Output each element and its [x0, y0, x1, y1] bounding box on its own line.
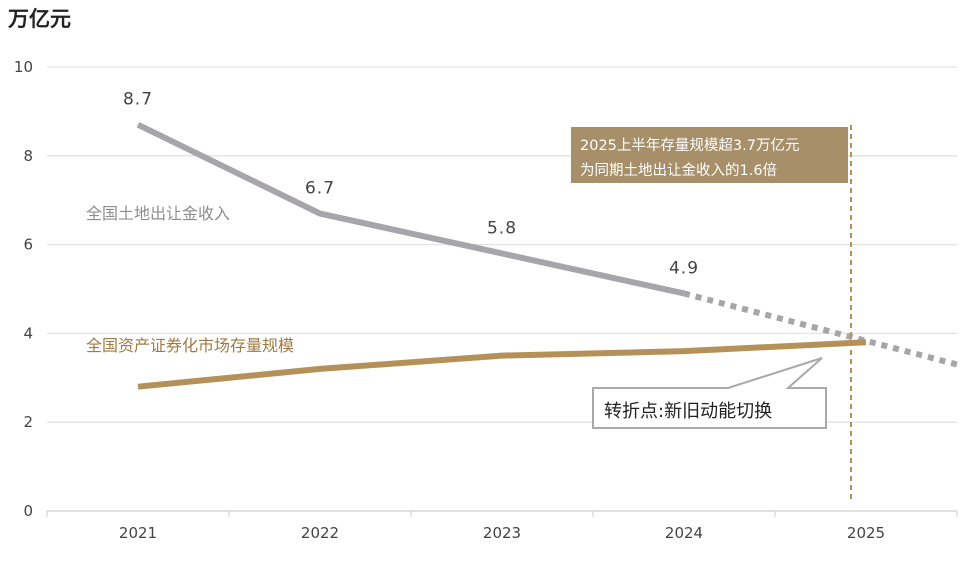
y-tick-label: 6 [23, 236, 33, 254]
y-tick-label: 8 [23, 147, 33, 165]
series-line-0 [136, 122, 685, 297]
y-axis-unit-label: 万亿元 [7, 7, 71, 31]
y-tick-label: 0 [23, 502, 33, 520]
data-labels: 8.7 6.7 5.8 4.9 [123, 90, 699, 279]
callout: 转折点:新旧动能切换 [592, 357, 827, 429]
y-tick-label: 10 [14, 58, 33, 76]
x-tick-label: 2025 [847, 524, 885, 542]
annotation-line-2: 为同期土地出让金收入的1.6倍 [580, 162, 777, 179]
callout-shape [592, 357, 827, 429]
y-tick-label: 2 [23, 413, 33, 431]
y-tick-label: 4 [23, 324, 33, 342]
data-label: 6.7 [305, 179, 335, 199]
y-ticks: 0 2 4 6 8 10 [14, 58, 33, 520]
x-ticks: 2021 2022 2023 2024 2025 [46, 511, 958, 542]
annotation-line-1: 2025上半年存量规模超3.7万亿元 [580, 137, 799, 154]
x-tick-label: 2022 [301, 524, 339, 542]
x-tick-label: 2024 [665, 524, 703, 542]
series-line-1 [137, 339, 867, 390]
series-lines [136, 122, 958, 390]
series-label-abs: 全国资产证券化市场存量规模 [86, 336, 294, 355]
annotation-box: 2025上半年存量规模超3.7万亿元 为同期土地出让金收入的1.6倍 [571, 127, 848, 183]
data-label: 4.9 [669, 258, 699, 278]
series-label-land: 全国土地出让金收入 [86, 204, 230, 223]
data-label: 5.8 [487, 218, 517, 238]
callout-text: 转折点:新旧动能切换 [604, 401, 772, 422]
data-label: 8.7 [123, 90, 153, 110]
series-projection-0 [683, 290, 958, 368]
annotation-box-bg [571, 127, 848, 183]
x-tick-label: 2021 [119, 524, 157, 542]
x-tick-label: 2023 [483, 524, 521, 542]
